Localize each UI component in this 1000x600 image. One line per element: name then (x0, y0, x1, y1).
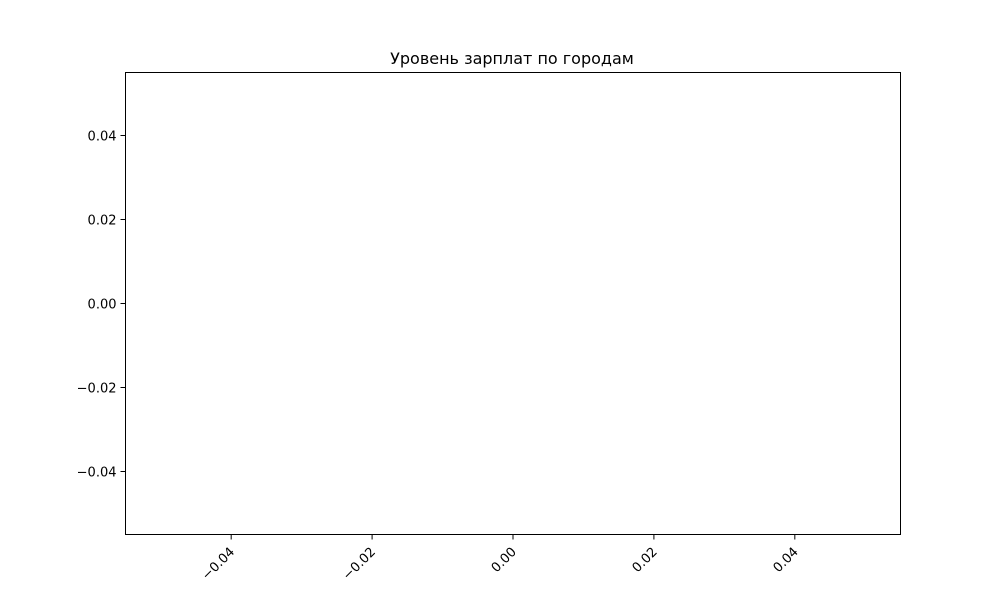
x-axis: −0.04 −0.02 0.00 0.02 0.04 (199, 534, 802, 584)
x-tick-label: 0.02 (630, 545, 661, 576)
x-tick-label: −0.02 (340, 545, 379, 584)
x-tick-label: 0.04 (771, 545, 802, 576)
plot-area-frame (125, 72, 901, 535)
y-tick-label: 0.02 (88, 214, 117, 229)
x-tick-label: 0.00 (489, 545, 520, 576)
y-axis: −0.04 −0.02 0.00 0.02 0.04 (77, 130, 126, 481)
y-tick-label: 0.00 (88, 298, 117, 313)
y-tick-label: −0.04 (77, 466, 117, 481)
x-tick-label: −0.04 (199, 545, 238, 584)
y-tick-label: −0.02 (77, 382, 117, 397)
chart-title: Уровень зарплат по городам (390, 49, 634, 68)
y-tick-label: 0.04 (88, 130, 117, 145)
